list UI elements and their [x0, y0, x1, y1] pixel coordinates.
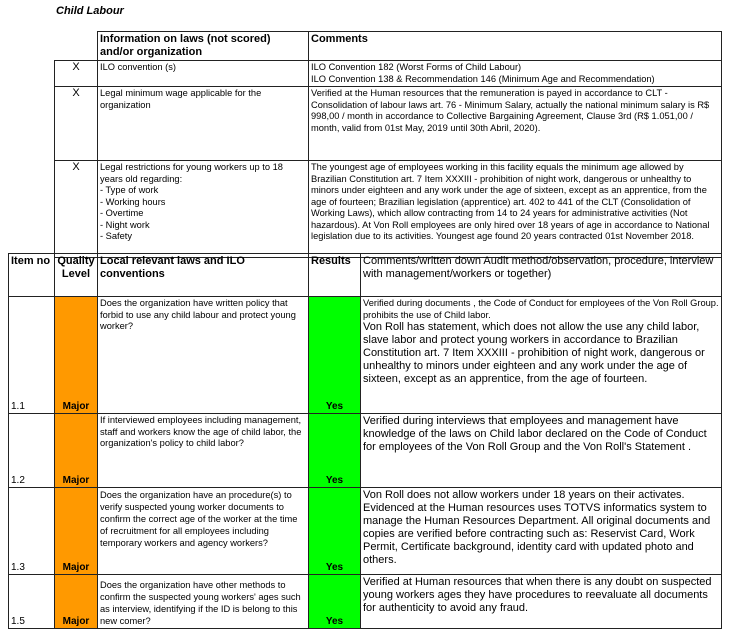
audit-table: Item no Quality Level Local relevant law… [8, 253, 722, 629]
comment-cell: ILO Convention 182 (Worst Forms of Child… [308, 60, 722, 87]
checkmark: X [54, 160, 98, 258]
question: If interviewed employees including manag… [97, 413, 309, 488]
comment-cell: Verified during documents , the Code of … [360, 296, 722, 414]
result: Yes [308, 487, 361, 575]
quality-level: Major [54, 413, 98, 488]
comment-cell: Verified during interviews that employee… [360, 413, 722, 488]
comment-cell: Verified at Human resources that when th… [360, 574, 722, 629]
comment-cell: Von Roll does not allow workers under 18… [360, 487, 722, 575]
audit-row: 1.1 Major Does the organization have wri… [8, 296, 722, 414]
quality-level: Major [54, 487, 98, 575]
item-no: 1.1 [8, 296, 55, 414]
laws-header: Local relevant laws and ILO conventions [97, 253, 309, 297]
question: Does the organization have an procedure(… [97, 487, 309, 575]
item-no: 1.5 [8, 574, 55, 629]
result: Yes [308, 296, 361, 414]
result: Yes [308, 574, 361, 629]
quality-header: Quality Level [54, 253, 98, 297]
info-cell: Legal minimum wage applicable for the or… [97, 86, 309, 161]
audit-row: 1.2 Major If interviewed employees inclu… [8, 413, 722, 488]
item-no-header: Item no [8, 253, 55, 297]
info-cell: Legal restrictions for young workers up … [97, 160, 309, 258]
comment-line: Verified during documents , the Code of … [363, 298, 719, 320]
info-cell: ILO convention (s) [97, 60, 309, 87]
info-header: Information on laws (not scored) and/or … [97, 31, 309, 61]
section-title: Child Labour [56, 5, 124, 17]
checkmark: X [54, 60, 98, 87]
info-row: X ILO convention (s) ILO Convention 182 … [54, 60, 722, 87]
info-line: - Overtime [100, 208, 144, 218]
question: Does the organization have written polic… [97, 296, 309, 414]
blank-cell [54, 31, 98, 61]
results-header: Results [308, 253, 361, 297]
info-row: X Legal minimum wage applicable for the … [54, 86, 722, 161]
info-line: - Working hours [100, 196, 166, 207]
info-line: - Safety [100, 231, 133, 241]
checkmark: X [54, 86, 98, 161]
comment-cell: Verified at the Human resources that the… [308, 86, 722, 161]
info-line: - Night work [100, 219, 150, 230]
info-line: Legal restrictions for young workers up … [100, 162, 283, 184]
comments-header: Comments/written down Audit method/obser… [360, 253, 722, 297]
comment-line: ILO Convention 182 (Worst Forms of Child… [311, 62, 522, 72]
comment-line: Von Roll has statement, which does not a… [363, 321, 705, 385]
info-header-row: Information on laws (not scored) and/or … [54, 31, 722, 61]
comment-cell: The youngest age of employees working in… [308, 160, 722, 258]
quality-level: Major [54, 574, 98, 629]
result: Yes [308, 413, 361, 488]
quality-level: Major [54, 296, 98, 414]
info-table: Information on laws (not scored) and/or … [54, 31, 722, 258]
audit-row: 1.5 Major Does the organization have oth… [8, 574, 722, 629]
item-no: 1.3 [8, 487, 55, 575]
question: Does the organization have other methods… [97, 574, 309, 629]
item-no: 1.2 [8, 413, 55, 488]
audit-header-row: Item no Quality Level Local relevant law… [8, 253, 722, 297]
info-line: - Type of work [100, 185, 159, 195]
comments-header: Comments [308, 31, 722, 61]
audit-row: 1.3 Major Does the organization have an … [8, 487, 722, 575]
comment-line: ILO Convention 138 & Recommendation 146 … [311, 73, 655, 84]
info-row: X Legal restrictions for young workers u… [54, 160, 722, 258]
